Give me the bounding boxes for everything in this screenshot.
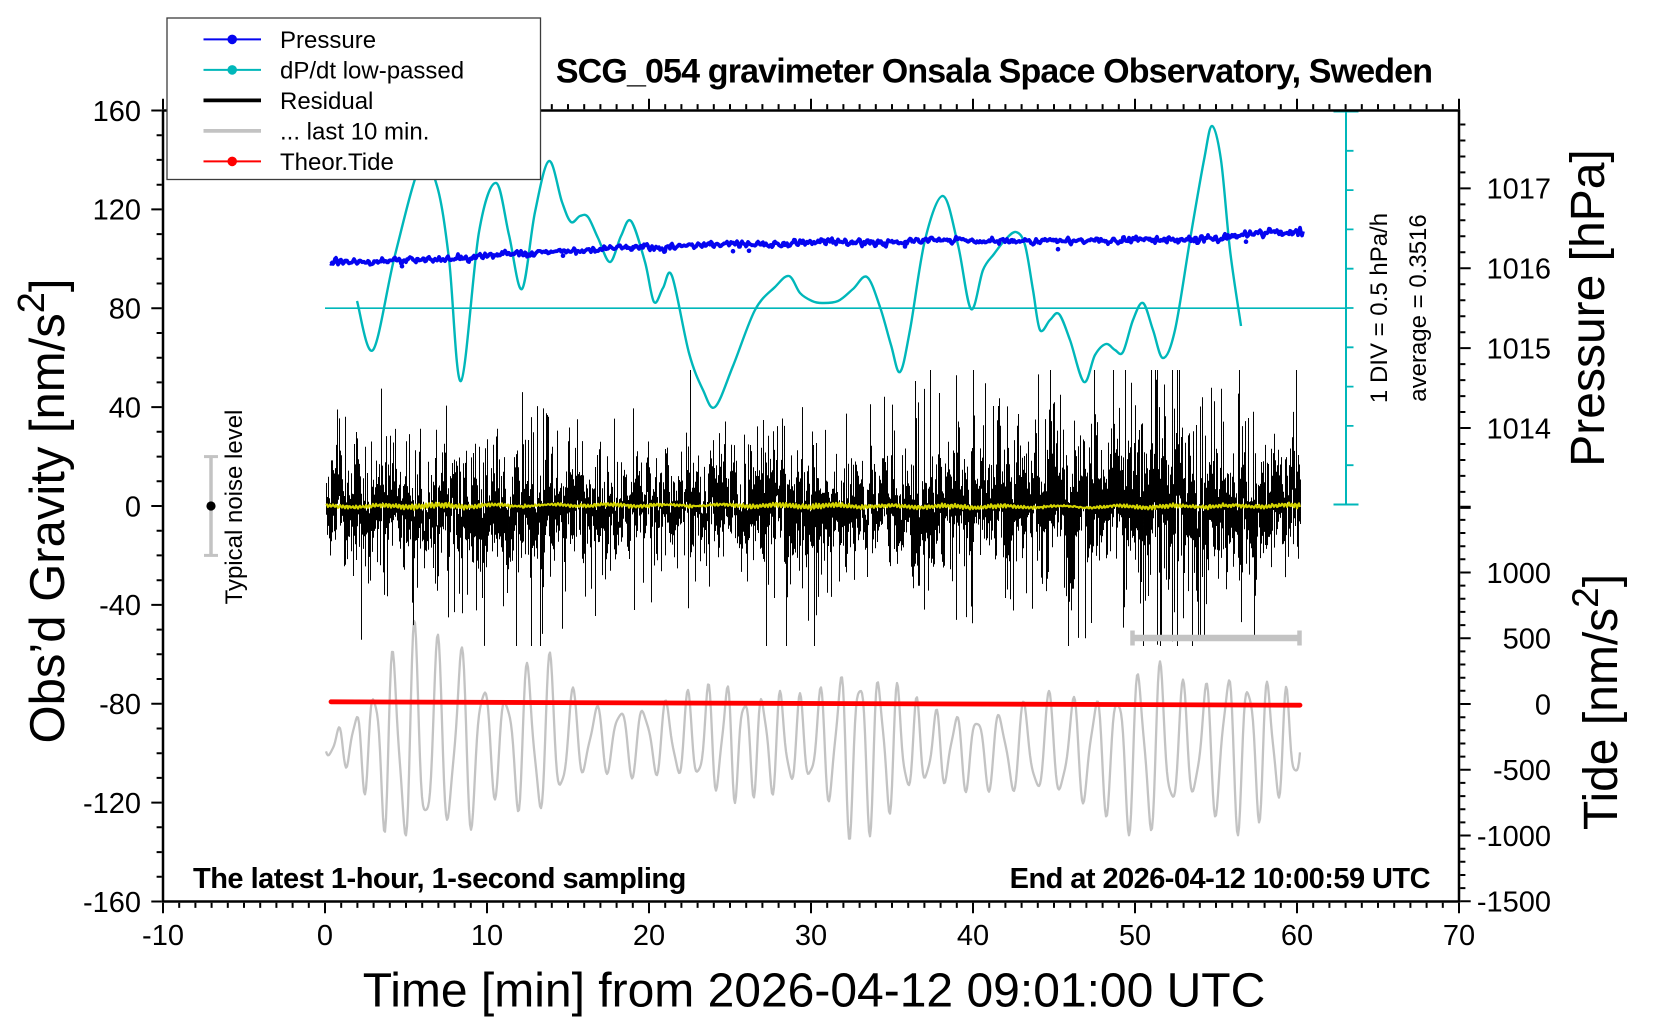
svg-text:Time [min] from 2026-04-12 09:: Time [min] from 2026-04-12 09:01:00 UTC — [363, 965, 1266, 1018]
svg-text:40: 40 — [957, 920, 989, 952]
svg-text:-120: -120 — [83, 788, 141, 820]
svg-text:1015: 1015 — [1486, 333, 1551, 365]
svg-text:The latest 1-hour, 1-second sa: The latest 1-hour, 1-second sampling — [193, 863, 686, 895]
svg-text:160: 160 — [93, 96, 141, 128]
svg-text:-80: -80 — [99, 689, 141, 721]
svg-text:0: 0 — [125, 491, 141, 523]
svg-text:-500: -500 — [1493, 755, 1551, 787]
svg-text:-160: -160 — [83, 887, 141, 919]
svg-text:70: 70 — [1443, 920, 1475, 952]
svg-text:1000: 1000 — [1486, 558, 1551, 590]
svg-text:1016: 1016 — [1486, 254, 1551, 286]
svg-text:-1500: -1500 — [1477, 887, 1551, 919]
svg-text:30: 30 — [795, 920, 827, 952]
svg-text:1 DIV = 0.5 hPa/h: 1 DIV = 0.5 hPa/h — [1366, 213, 1393, 403]
svg-text:1017: 1017 — [1486, 174, 1551, 206]
svg-text:-40: -40 — [99, 590, 141, 622]
svg-text:50: 50 — [1119, 920, 1151, 952]
svg-text:120: 120 — [93, 195, 141, 227]
svg-text:Pressure [hPa]: Pressure [hPa] — [1562, 149, 1615, 466]
svg-text:-1000: -1000 — [1477, 821, 1551, 853]
svg-text:average = 0.3516: average = 0.3516 — [1405, 214, 1432, 402]
svg-text:Residual: Residual — [280, 88, 373, 115]
svg-text:1014: 1014 — [1486, 413, 1551, 445]
svg-text:0: 0 — [1535, 689, 1551, 721]
svg-text:... last 10 min.: ... last 10 min. — [280, 118, 429, 145]
svg-text:-10: -10 — [142, 920, 184, 952]
svg-text:40: 40 — [109, 392, 141, 424]
svg-text:Theor.Tide: Theor.Tide — [280, 149, 394, 176]
svg-text:Pressure: Pressure — [280, 27, 376, 54]
svg-text:500: 500 — [1503, 624, 1551, 656]
svg-text:dP/dt low-passed: dP/dt low-passed — [280, 57, 464, 84]
svg-text:Obs’d Gravity [nm/s2]: Obs’d Gravity [nm/s2] — [11, 279, 75, 744]
svg-text:20: 20 — [633, 920, 665, 952]
svg-text:60: 60 — [1281, 920, 1313, 952]
svg-text:SCG_054 gravimeter Onsala Spac: SCG_054 gravimeter Onsala Space Observat… — [556, 52, 1432, 90]
svg-text:End at 2026-04-12 10:00:59 UTC: End at 2026-04-12 10:00:59 UTC — [1010, 863, 1431, 895]
svg-text:10: 10 — [471, 920, 503, 952]
svg-text:Tide [nm/s2]: Tide [nm/s2] — [1565, 574, 1628, 830]
svg-text:0: 0 — [317, 920, 333, 952]
svg-text:80: 80 — [109, 294, 141, 326]
svg-text:Typical noise level: Typical noise level — [221, 410, 248, 605]
